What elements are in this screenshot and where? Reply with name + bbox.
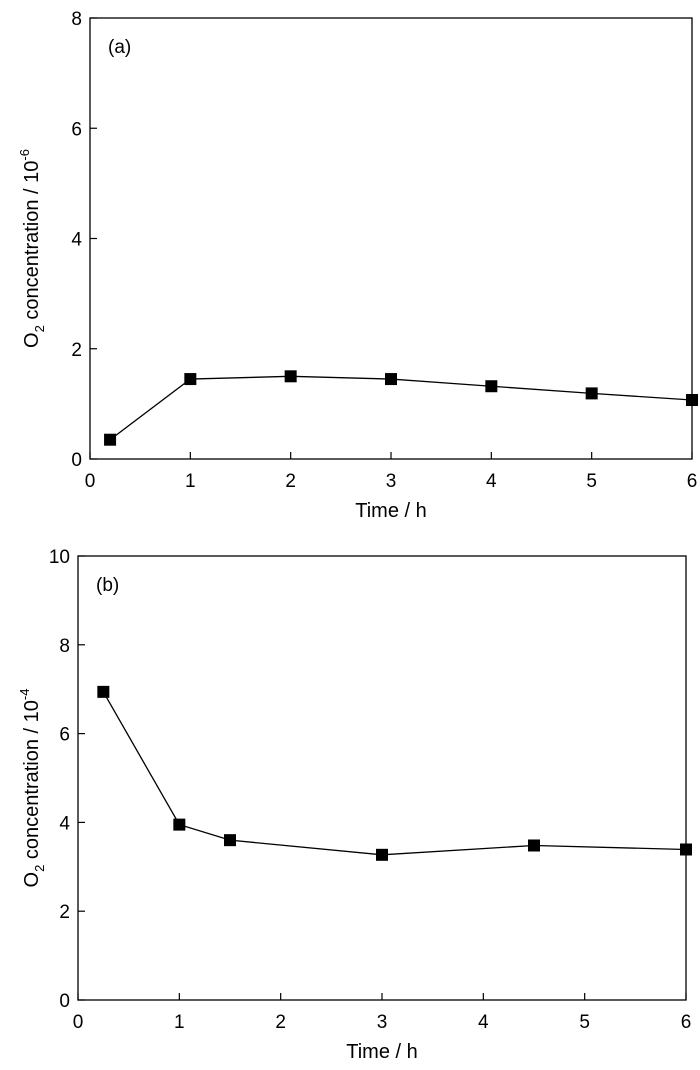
x-tick-label: 2 — [285, 471, 296, 492]
x-tick-label: 4 — [478, 1012, 489, 1033]
y-tick-label: 2 — [59, 902, 70, 923]
x-tick-label: 6 — [681, 1012, 692, 1033]
y-axis-label-prefix: O — [21, 872, 43, 888]
y-tick-label: 0 — [59, 991, 70, 1012]
data-point — [528, 839, 540, 852]
y-tick-label: 4 — [59, 813, 70, 834]
y-axis-label-main: concentration / 10 — [21, 161, 43, 326]
y-axis-label: O2 concentration / 10-6 — [17, 149, 47, 348]
x-tick-label: 3 — [386, 471, 397, 492]
data-point — [284, 370, 297, 383]
plot-frame — [77, 555, 687, 1001]
y-tick-label: 4 — [71, 230, 82, 251]
data-point — [184, 373, 197, 386]
x-axis-label: Time / h — [355, 500, 427, 522]
series-line — [109, 375, 693, 441]
panel-label: (a) — [108, 37, 131, 58]
y-tick-label: 6 — [59, 725, 70, 746]
x-tick-label: 4 — [486, 471, 497, 492]
y-axis-label-main: concentration / 10 — [21, 700, 43, 865]
series-line — [102, 691, 687, 856]
y-tick-label: 6 — [71, 119, 82, 140]
data-point — [104, 433, 117, 446]
data-point — [385, 373, 397, 386]
data-point — [686, 394, 698, 407]
x-tick-label: 5 — [586, 471, 597, 492]
x-tick-label: 0 — [85, 471, 96, 492]
data-point — [585, 387, 598, 400]
x-tick-label: 3 — [377, 1012, 388, 1033]
y-tick-label: 8 — [59, 636, 70, 657]
y-tick-label: 8 — [71, 9, 82, 30]
y-axis-label-sub: 2 — [32, 865, 47, 872]
y-axis-label-prefix: O — [21, 332, 43, 348]
x-tick-label: 6 — [687, 471, 698, 492]
y-tick-label: 10 — [49, 547, 70, 568]
x-tick-label: 0 — [73, 1012, 84, 1033]
data-point — [173, 818, 186, 831]
x-axis-label: Time / h — [346, 1041, 418, 1063]
x-tick-label: 2 — [275, 1012, 286, 1033]
y-axis-label-sup: -6 — [17, 149, 32, 161]
panel-label: (b) — [96, 575, 119, 596]
data-point — [376, 848, 388, 861]
x-tick-label: 1 — [174, 1012, 185, 1033]
data-point — [224, 834, 236, 847]
x-tick-label: 1 — [185, 471, 196, 492]
data-point — [680, 843, 692, 856]
y-tick-label: 0 — [71, 450, 82, 471]
y-axis-label-sup: -4 — [17, 689, 32, 701]
y-axis-label-sub: 2 — [32, 325, 47, 332]
data-point — [97, 685, 110, 698]
y-axis-label: O2 concentration / 10-4 — [17, 689, 47, 888]
data-point — [485, 380, 498, 393]
plot-frame — [89, 17, 693, 460]
x-tick-label: 5 — [579, 1012, 590, 1033]
y-tick-label: 2 — [71, 340, 82, 361]
